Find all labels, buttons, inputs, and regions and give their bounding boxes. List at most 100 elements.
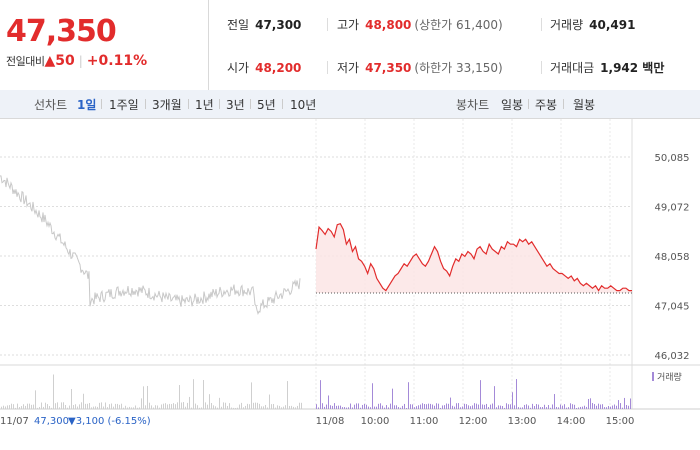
volume-bar <box>574 404 575 409</box>
volume-bar <box>414 407 415 409</box>
volume-bar <box>131 407 132 409</box>
volume-bar <box>396 405 397 409</box>
volume-bar <box>271 404 272 409</box>
volume-bar <box>17 403 18 409</box>
stat-divider <box>541 18 542 31</box>
volume-bar <box>189 396 190 409</box>
volume-bar <box>506 403 507 409</box>
current-price: 47,350 <box>6 14 117 49</box>
volume-bar <box>299 402 300 409</box>
volume-bar <box>432 404 433 409</box>
range-1w[interactable]: 1주일 <box>109 98 139 112</box>
volume-bar <box>9 405 10 409</box>
volume-bar <box>153 407 154 409</box>
volume-bar <box>384 407 385 409</box>
volume-bar <box>628 405 629 409</box>
volume-bar <box>616 405 617 409</box>
volume-bar <box>79 404 80 409</box>
volume-bar <box>243 407 244 409</box>
range-1y[interactable]: 1년 <box>195 98 214 112</box>
volume-bar <box>478 404 479 409</box>
volume-bar <box>472 405 473 409</box>
volume-bar <box>101 402 102 409</box>
volume-bar <box>125 405 126 409</box>
volume-bar <box>279 405 280 409</box>
volume-bar <box>344 407 345 409</box>
volume-bar <box>336 405 337 409</box>
volume-bar <box>145 405 146 409</box>
range-5y[interactable]: 5년 <box>257 98 276 112</box>
volume-bar <box>253 402 254 409</box>
volume-bar <box>332 405 333 409</box>
price-change: 전일대비▲50 | +0.11% <box>6 53 147 69</box>
volume-bar <box>249 404 250 409</box>
volume-bar <box>129 406 130 409</box>
volume-bar <box>283 406 284 409</box>
volume-bar <box>346 407 347 409</box>
candle-monthly[interactable]: 월봉 <box>573 98 596 112</box>
volume-bar <box>47 404 48 409</box>
volume-bar <box>464 403 465 409</box>
volume-bar <box>269 394 270 409</box>
volume-bar <box>508 404 509 409</box>
volume-bar <box>251 382 252 409</box>
volume-bar <box>19 407 20 409</box>
volume-bar <box>241 402 242 409</box>
volume-bar <box>524 404 525 409</box>
volume-bar <box>602 404 603 409</box>
volume-bar <box>476 403 477 409</box>
volume-bar <box>95 406 96 409</box>
volume-bar <box>426 404 427 409</box>
volume-bar <box>516 379 517 409</box>
range-3m[interactable]: 3개월 <box>152 98 182 112</box>
volume-bar <box>606 407 607 409</box>
volume-bar <box>406 407 407 409</box>
volume-legend-label: 거래량 <box>657 371 682 383</box>
candle-daily[interactable]: 일봉 <box>501 98 524 112</box>
volume-bar <box>291 405 292 409</box>
volume-bar <box>568 407 569 409</box>
volume-bar <box>558 407 559 409</box>
volume-bar <box>454 406 455 409</box>
volume-bar <box>514 405 515 409</box>
volume-bar <box>486 403 487 409</box>
volume-bar <box>362 404 363 409</box>
volume-bar <box>185 406 186 409</box>
volume-bar <box>245 405 246 409</box>
volume-bar <box>297 405 298 409</box>
prev-day-line <box>0 175 301 316</box>
volume-bar <box>75 404 76 409</box>
volume-bar <box>456 403 457 409</box>
volume-bar <box>99 402 100 409</box>
volume-bar <box>544 404 545 409</box>
candle-divider <box>563 99 564 109</box>
volume-bar <box>562 405 563 409</box>
volume-bar <box>201 407 202 409</box>
volume-panel <box>0 364 700 410</box>
volume-bar <box>217 407 218 409</box>
volume-bar <box>33 404 34 409</box>
volume-bar <box>57 402 58 409</box>
volume-bar <box>474 403 475 409</box>
volume-bar <box>444 405 445 409</box>
candle-weekly[interactable]: 주봉 <box>535 98 558 112</box>
volume-bar <box>71 389 72 409</box>
volume-bar <box>342 407 343 409</box>
volume-bar <box>522 407 523 409</box>
volume-bar <box>340 405 341 409</box>
volume-bar <box>390 403 391 409</box>
volume-bar <box>392 388 393 409</box>
volume-bar <box>320 380 321 409</box>
volume-bar <box>111 403 112 409</box>
volume-bar <box>41 402 42 409</box>
volume-bar <box>530 407 531 409</box>
volume-bar <box>462 406 463 409</box>
volume-bar <box>55 403 56 409</box>
range-10y[interactable]: 10년 <box>290 98 317 112</box>
range-3y[interactable]: 3년 <box>226 98 245 112</box>
range-1d[interactable]: 1일 <box>77 98 97 112</box>
volume-bar <box>155 405 156 409</box>
volume-bar <box>484 404 485 409</box>
y-axis: 50,085 49,072 48,058 47,045 46,032 <box>655 153 690 362</box>
volume-bar <box>69 405 70 409</box>
